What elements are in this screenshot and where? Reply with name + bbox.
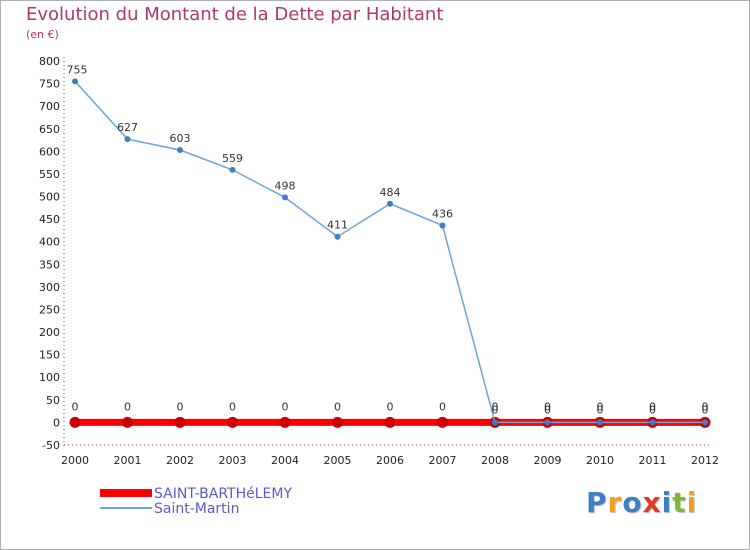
logo-letter: r <box>607 486 623 519</box>
x-tick-label: 2005 <box>324 454 352 467</box>
x-tick-label: 2000 <box>61 454 89 467</box>
x-tick-label: 2009 <box>534 454 562 467</box>
point-saint-martin <box>492 419 498 426</box>
x-tick-label: 2004 <box>271 454 299 467</box>
point-saint-barthelemy <box>332 416 343 428</box>
legend: SAINT-BARTHéLEMY Saint-Martin <box>100 486 292 517</box>
data-label-saint-martin: 411 <box>327 219 348 232</box>
point-saint-barthelemy <box>227 416 238 428</box>
x-tick-label: 2008 <box>481 454 509 467</box>
data-label-saint-martin: 436 <box>432 207 453 220</box>
point-saint-barthelemy <box>69 416 81 428</box>
data-label-saint-martin: 484 <box>380 186 401 199</box>
point-saint-martin <box>387 200 393 207</box>
data-label-saint-barthelemy: 0 <box>282 400 289 413</box>
data-label-saint-martin: 0 <box>544 403 551 416</box>
x-tick-label: 2010 <box>586 454 614 467</box>
data-label-saint-barthelemy: 0 <box>334 400 341 413</box>
data-label-saint-martin: 0 <box>702 403 709 416</box>
y-tick-label: 500 <box>39 191 60 204</box>
logo-letter: P <box>586 486 608 519</box>
data-label-saint-barthelemy: 0 <box>544 400 551 413</box>
chart-subtitle: (en €) <box>26 28 59 41</box>
y-tick-label: 400 <box>39 236 60 249</box>
data-label-saint-barthelemy: 0 <box>439 400 446 413</box>
point-saint-barthelemy <box>174 416 186 428</box>
y-tick-label: 50 <box>46 394 60 407</box>
data-label-saint-barthelemy: 0 <box>72 400 79 413</box>
y-tick-label: 800 <box>39 55 60 68</box>
proxiti-logo: Proxiti <box>586 486 697 519</box>
point-saint-martin <box>702 419 708 426</box>
y-tick-label: 350 <box>39 258 60 271</box>
legend-swatch-saint-barthelemy <box>100 489 152 497</box>
logo-letter: x <box>642 486 662 519</box>
legend-label-saint-barthelemy: SAINT-BARTHéLEMY <box>154 486 292 502</box>
logo-letter: t <box>672 486 687 519</box>
y-tick-label: 650 <box>39 123 60 136</box>
y-tick-label: 200 <box>39 326 60 339</box>
x-tick-label: 2012 <box>691 454 719 467</box>
point-saint-barthelemy <box>122 416 133 428</box>
y-tick-label: -50 <box>42 439 60 452</box>
y-tick-label: 0 <box>53 416 60 429</box>
point-saint-martin <box>72 78 78 85</box>
y-tick-label: 450 <box>39 213 60 226</box>
point-saint-martin <box>177 146 183 153</box>
data-label-saint-barthelemy: 0 <box>492 400 499 413</box>
y-tick-label: 550 <box>39 168 60 181</box>
x-tick-label: 2002 <box>166 454 194 467</box>
x-tick-label: 2011 <box>639 454 667 467</box>
y-tick-label: 150 <box>39 349 60 362</box>
y-tick-label: 700 <box>39 100 60 113</box>
data-label-saint-martin: 0 <box>597 403 604 416</box>
x-tick-label: 2003 <box>219 454 247 467</box>
point-saint-barthelemy <box>279 416 291 428</box>
point-saint-martin <box>439 222 446 229</box>
point-saint-martin <box>334 233 341 240</box>
x-tick-label: 2006 <box>376 454 404 467</box>
point-saint-barthelemy <box>384 416 396 428</box>
data-label-saint-barthelemy: 0 <box>387 400 394 413</box>
axes: -50 0 50 100 150 200 250 300 350 400 450 500 550 600 6… <box>39 55 719 467</box>
y-tick-label: 250 <box>39 303 60 316</box>
y-tick-label: 750 <box>39 78 60 91</box>
point-saint-barthelemy <box>437 416 448 428</box>
point-saint-martin <box>282 194 288 201</box>
data-label-saint-barthelemy: 0 <box>597 400 604 413</box>
data-label-saint-martin: 755 <box>67 63 88 76</box>
logo-letter: i <box>686 486 698 519</box>
y-tick-label: 300 <box>39 281 60 294</box>
logo-letter: i <box>661 486 673 519</box>
point-saint-martin <box>597 419 603 426</box>
data-label-saint-barthelemy: 0 <box>124 400 131 413</box>
data-label-saint-barthelemy: 0 <box>702 400 709 413</box>
y-tick-label: 100 <box>39 371 60 384</box>
data-label-saint-barthelemy: 0 <box>649 400 656 413</box>
chart-title: Evolution du Montant de la Dette par Hab… <box>26 4 444 25</box>
point-saint-martin <box>229 166 236 173</box>
data-label-saint-barthelemy: 0 <box>229 400 236 413</box>
y-tick-label: 600 <box>39 145 60 158</box>
data-label-saint-barthelemy: 0 <box>177 400 184 413</box>
point-saint-martin <box>544 419 551 426</box>
logo-letter: o <box>622 486 643 519</box>
data-label-saint-martin: 603 <box>170 132 191 145</box>
x-tick-label: 2001 <box>114 454 142 467</box>
data-label-saint-martin: 559 <box>222 152 243 165</box>
point-saint-martin <box>124 136 131 143</box>
data-label-saint-martin: 627 <box>117 121 138 134</box>
series-lines <box>69 78 711 428</box>
data-label-saint-martin: 0 <box>492 403 499 416</box>
point-saint-martin <box>649 419 656 426</box>
legend-label-saint-martin: Saint-Martin <box>154 501 239 517</box>
data-label-saint-martin: 0 <box>649 403 656 416</box>
x-tick-label: 2007 <box>429 454 457 467</box>
data-label-saint-martin: 498 <box>275 179 296 192</box>
